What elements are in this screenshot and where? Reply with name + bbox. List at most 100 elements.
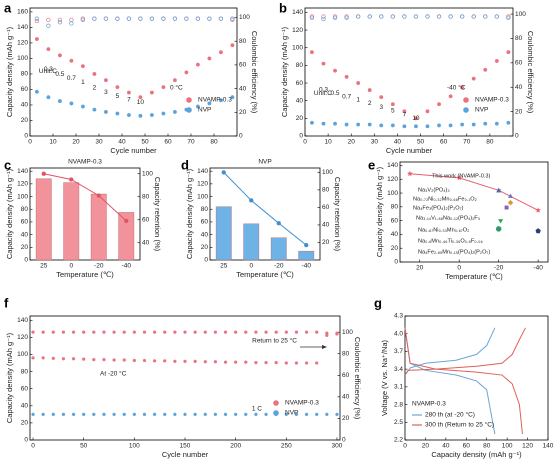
marker bbox=[321, 121, 326, 126]
y-tick-label: 120 bbox=[17, 334, 28, 341]
x-tick-label: -20 bbox=[94, 263, 104, 270]
marker bbox=[213, 412, 218, 416]
marker bbox=[92, 330, 96, 334]
marker bbox=[183, 330, 187, 334]
y-tick-label: 60 bbox=[21, 86, 29, 93]
marker bbox=[122, 358, 126, 362]
x-tick-label: -40 bbox=[302, 263, 312, 270]
annotation: At -20 °C bbox=[100, 370, 127, 378]
marker bbox=[460, 122, 465, 127]
marker bbox=[124, 218, 129, 224]
y2-tick-label: 60 bbox=[142, 216, 150, 223]
x-axis-label: Temperature (℃) bbox=[445, 272, 503, 281]
marker bbox=[80, 104, 85, 109]
marker bbox=[172, 16, 178, 21]
marker bbox=[402, 109, 407, 114]
marker bbox=[344, 14, 349, 19]
marker bbox=[508, 193, 514, 198]
marker bbox=[163, 412, 167, 416]
marker bbox=[132, 412, 136, 416]
marker bbox=[122, 330, 126, 334]
y2-tick-label: 40 bbox=[322, 222, 330, 229]
x-tick-label: 50 bbox=[80, 443, 88, 450]
marker bbox=[161, 85, 166, 90]
marker bbox=[264, 330, 268, 334]
bar bbox=[90, 193, 107, 261]
marker bbox=[496, 188, 502, 193]
legend-label: NVP bbox=[475, 107, 488, 114]
annotation: NVP bbox=[258, 159, 271, 166]
marker bbox=[138, 16, 143, 21]
y-tick-label: 120 bbox=[197, 181, 208, 188]
marker bbox=[504, 205, 509, 210]
marker bbox=[294, 330, 299, 334]
y-tick-label: 0 bbox=[394, 259, 398, 266]
marker bbox=[203, 330, 207, 334]
x-tick-label: 100 bbox=[502, 443, 513, 450]
x-axis-label: Cycle number bbox=[162, 450, 209, 459]
panel-label: f bbox=[4, 295, 9, 310]
annotation: 1 C bbox=[252, 406, 262, 413]
y-tick-label: 80 bbox=[201, 206, 209, 213]
y-tick-label: 40 bbox=[296, 97, 304, 104]
x-tick-label: 40 bbox=[394, 139, 402, 146]
marker bbox=[356, 122, 361, 127]
marker bbox=[51, 330, 55, 334]
marker bbox=[69, 21, 74, 26]
rate-label: 5 bbox=[391, 108, 395, 115]
x-tick-label: 300 bbox=[332, 443, 343, 450]
y-tick-label: 4.3 bbox=[394, 313, 403, 320]
marker bbox=[304, 330, 309, 334]
rate-label: 0.5 bbox=[331, 90, 340, 97]
rate-label: 7 bbox=[403, 112, 407, 119]
series-line bbox=[404, 327, 496, 376]
y2-tick-label: 40 bbox=[142, 239, 150, 246]
marker bbox=[254, 412, 258, 416]
point-label: Na₄Fe₃(PO₄)₂(P₂O₇) bbox=[413, 205, 464, 211]
panel-label: e bbox=[368, 157, 375, 172]
y-tick-label: 3.7 bbox=[394, 348, 403, 355]
marker bbox=[356, 81, 361, 85]
marker bbox=[325, 412, 329, 416]
marker bbox=[230, 16, 235, 21]
x-tick-label: 50 bbox=[141, 139, 149, 146]
marker bbox=[425, 124, 430, 129]
y2-tick-label: 60 bbox=[322, 204, 330, 211]
marker bbox=[31, 356, 35, 360]
x-tick-label: -40 bbox=[533, 265, 543, 272]
marker bbox=[321, 16, 326, 22]
x-tick-label: -40 bbox=[122, 263, 132, 270]
y-tick-label: 100 bbox=[197, 193, 208, 200]
marker bbox=[195, 104, 200, 109]
rate-label: 0.7 bbox=[67, 75, 76, 82]
marker bbox=[309, 50, 314, 55]
marker bbox=[506, 15, 511, 20]
y-tick-label: 40 bbox=[21, 102, 29, 109]
marker bbox=[92, 16, 97, 21]
y2-tick-label: 60 bbox=[342, 372, 350, 379]
marker bbox=[335, 412, 339, 416]
y-tick-label: 140 bbox=[197, 168, 208, 175]
y-tick-label: 20 bbox=[391, 245, 399, 252]
bar bbox=[298, 250, 315, 261]
marker bbox=[69, 58, 74, 63]
unit-label: Unit:C bbox=[314, 90, 332, 97]
marker bbox=[57, 53, 62, 58]
y2-axis-label: Capacity retention (%) bbox=[153, 177, 162, 252]
y-tick-label: 80 bbox=[21, 71, 29, 78]
marker bbox=[230, 95, 235, 100]
marker bbox=[142, 330, 147, 334]
annotation: Return to 25 °C bbox=[252, 337, 297, 345]
y-tick-label: 60 bbox=[21, 385, 29, 392]
x-tick-label: 20 bbox=[416, 265, 424, 272]
marker bbox=[203, 412, 207, 416]
marker bbox=[244, 360, 248, 364]
marker bbox=[71, 330, 76, 334]
marker bbox=[207, 101, 212, 106]
y-tick-label: 4.0 bbox=[394, 330, 403, 337]
marker bbox=[126, 16, 132, 21]
arrow-head bbox=[322, 345, 327, 349]
marker bbox=[115, 111, 120, 116]
y-tick-label: 100 bbox=[292, 44, 303, 51]
rate-label: 2 bbox=[368, 100, 372, 107]
